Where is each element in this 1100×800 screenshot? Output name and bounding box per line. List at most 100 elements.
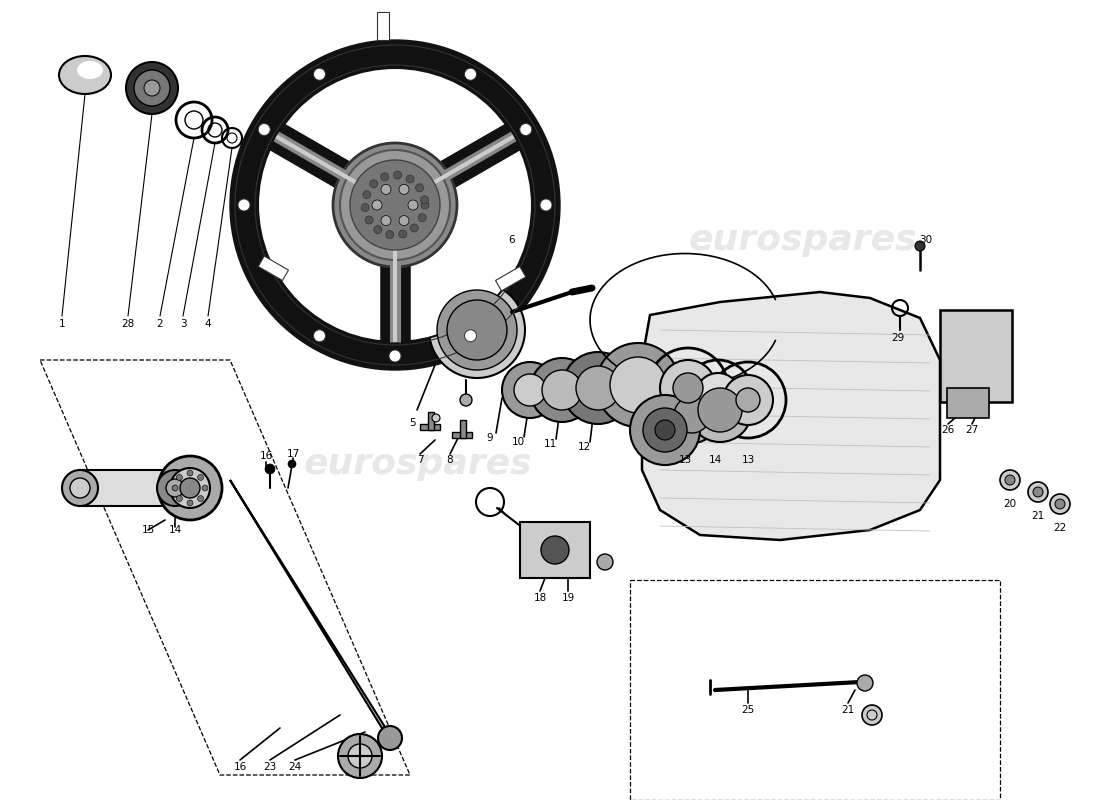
- Text: 27: 27: [966, 425, 979, 435]
- Circle shape: [187, 500, 192, 506]
- Text: 25: 25: [741, 705, 755, 715]
- Text: 10: 10: [512, 437, 525, 447]
- Circle shape: [654, 420, 675, 440]
- Circle shape: [198, 496, 204, 502]
- Circle shape: [258, 123, 271, 135]
- Circle shape: [399, 185, 409, 194]
- Text: 14: 14: [708, 455, 722, 465]
- Circle shape: [365, 216, 373, 224]
- Text: 16: 16: [260, 451, 273, 461]
- Circle shape: [166, 479, 184, 497]
- Circle shape: [62, 470, 98, 506]
- Polygon shape: [230, 480, 395, 743]
- Text: 7: 7: [417, 455, 424, 465]
- Text: 15: 15: [142, 525, 155, 535]
- Text: 16: 16: [233, 762, 246, 772]
- Circle shape: [314, 68, 326, 80]
- Circle shape: [338, 734, 382, 778]
- Circle shape: [673, 373, 703, 403]
- Circle shape: [664, 387, 720, 443]
- Bar: [258, 256, 288, 281]
- Circle shape: [1005, 475, 1015, 485]
- Circle shape: [202, 485, 208, 491]
- Text: 2: 2: [156, 319, 163, 329]
- Circle shape: [372, 200, 382, 210]
- Text: eurospares: eurospares: [689, 223, 917, 257]
- Ellipse shape: [59, 56, 111, 94]
- Circle shape: [1055, 499, 1065, 509]
- Circle shape: [170, 468, 210, 508]
- Text: 3: 3: [179, 319, 186, 329]
- Circle shape: [562, 352, 634, 424]
- Circle shape: [660, 360, 716, 416]
- Circle shape: [370, 180, 377, 188]
- Ellipse shape: [77, 61, 103, 79]
- Circle shape: [437, 290, 517, 370]
- Circle shape: [630, 395, 700, 465]
- Circle shape: [288, 460, 296, 468]
- Bar: [420, 424, 440, 430]
- Circle shape: [314, 330, 326, 342]
- Text: 4: 4: [205, 319, 211, 329]
- Text: 13: 13: [741, 455, 755, 465]
- Circle shape: [408, 200, 418, 210]
- Circle shape: [157, 470, 192, 506]
- Text: 8: 8: [447, 455, 453, 465]
- Text: 21: 21: [1032, 511, 1045, 521]
- Circle shape: [399, 230, 407, 238]
- Circle shape: [530, 358, 594, 422]
- Circle shape: [464, 68, 476, 80]
- Circle shape: [862, 705, 882, 725]
- Bar: [940, 310, 1012, 402]
- Circle shape: [502, 362, 558, 418]
- Text: 30: 30: [920, 235, 933, 245]
- Circle shape: [333, 143, 456, 267]
- Circle shape: [736, 388, 760, 412]
- Circle shape: [576, 366, 620, 410]
- Circle shape: [350, 160, 440, 250]
- Circle shape: [1028, 482, 1048, 502]
- Circle shape: [698, 388, 742, 432]
- Circle shape: [610, 357, 665, 413]
- Circle shape: [597, 554, 613, 570]
- Circle shape: [70, 478, 90, 498]
- Text: 24: 24: [288, 762, 301, 772]
- Circle shape: [158, 456, 222, 520]
- Text: 12: 12: [578, 442, 591, 452]
- Circle shape: [542, 370, 582, 410]
- Circle shape: [1050, 494, 1070, 514]
- Circle shape: [541, 536, 569, 564]
- Text: 28: 28: [121, 319, 134, 329]
- Circle shape: [363, 190, 371, 198]
- Circle shape: [198, 474, 204, 480]
- Circle shape: [394, 171, 402, 179]
- Circle shape: [144, 80, 159, 96]
- Circle shape: [180, 478, 200, 498]
- Text: 19: 19: [561, 593, 574, 603]
- Circle shape: [176, 474, 183, 480]
- Circle shape: [418, 214, 426, 222]
- Bar: [452, 432, 472, 438]
- Circle shape: [432, 414, 440, 422]
- Circle shape: [1033, 487, 1043, 497]
- Circle shape: [1000, 470, 1020, 490]
- Bar: [428, 412, 435, 430]
- Text: 18: 18: [534, 593, 547, 603]
- Circle shape: [172, 485, 178, 491]
- Circle shape: [520, 123, 531, 135]
- Circle shape: [378, 726, 402, 750]
- Text: 21: 21: [842, 705, 855, 715]
- Polygon shape: [642, 292, 940, 540]
- Circle shape: [421, 201, 429, 209]
- Text: 14: 14: [168, 525, 182, 535]
- Text: 23: 23: [263, 762, 276, 772]
- Circle shape: [644, 408, 688, 452]
- Text: 29: 29: [891, 333, 904, 343]
- Text: 6: 6: [508, 235, 515, 245]
- Circle shape: [258, 68, 532, 342]
- Circle shape: [386, 230, 394, 238]
- Text: 17: 17: [286, 449, 299, 459]
- Text: 22: 22: [1054, 523, 1067, 533]
- Circle shape: [723, 375, 773, 425]
- Text: 13: 13: [679, 455, 692, 465]
